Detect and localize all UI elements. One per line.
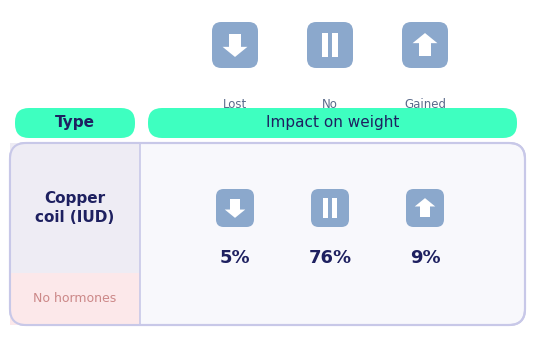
Text: No hormones: No hormones [33, 292, 117, 306]
FancyBboxPatch shape [10, 143, 140, 325]
FancyBboxPatch shape [212, 22, 258, 68]
FancyBboxPatch shape [10, 273, 140, 325]
Polygon shape [332, 33, 338, 57]
Polygon shape [223, 47, 247, 57]
Bar [10, 273, 140, 325]
FancyBboxPatch shape [402, 22, 448, 68]
Text: Copper
coil (IUD): Copper coil (IUD) [35, 191, 114, 225]
Polygon shape [228, 34, 241, 47]
Polygon shape [332, 198, 337, 218]
Polygon shape [323, 198, 328, 218]
Bar [126, 273, 140, 325]
Polygon shape [415, 198, 435, 207]
Bar [10, 143, 140, 325]
FancyBboxPatch shape [406, 189, 444, 227]
FancyBboxPatch shape [307, 22, 353, 68]
Text: Gained
weight: Gained weight [404, 98, 446, 129]
Text: 9%: 9% [410, 249, 440, 267]
FancyBboxPatch shape [10, 143, 525, 325]
Polygon shape [322, 33, 328, 57]
Polygon shape [412, 33, 438, 43]
Polygon shape [419, 207, 430, 217]
Polygon shape [230, 199, 240, 210]
FancyBboxPatch shape [216, 189, 254, 227]
Text: Lost
weight: Lost weight [215, 98, 255, 129]
Bar [126, 143, 140, 325]
Polygon shape [418, 43, 431, 56]
Text: Type: Type [55, 116, 95, 130]
Polygon shape [225, 210, 245, 218]
FancyBboxPatch shape [148, 108, 517, 138]
Text: 5%: 5% [220, 249, 250, 267]
FancyBboxPatch shape [15, 108, 135, 138]
Text: Impact on weight: Impact on weight [266, 116, 399, 130]
Text: 76%: 76% [309, 249, 351, 267]
Text: No
change: No change [308, 98, 351, 129]
FancyBboxPatch shape [311, 189, 349, 227]
